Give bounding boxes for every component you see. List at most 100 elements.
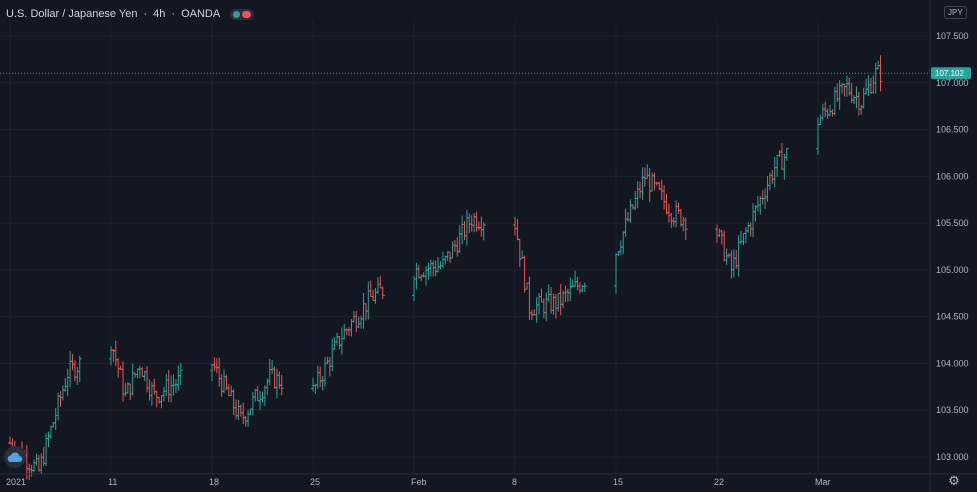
ohlc-bar [214,358,219,374]
ohlc-bar [575,276,580,291]
ohlc-bar [147,379,152,401]
ohlc-bar [635,181,640,209]
ohlc-bar [816,117,820,155]
ohlc-bar [34,453,39,466]
ohlc-bar [433,260,438,277]
ohlc-bar [270,360,275,375]
ohlc-bar [522,255,527,293]
symbol-legend[interactable]: U.S. Dollar / Japanese Yen · 4h · OANDA [6,6,255,22]
x-tick-label: Mar [815,477,831,487]
ohlc-bar [332,336,337,350]
last-price-badge [931,67,971,80]
ohlc-bar [424,266,429,286]
ohlc-bar [279,374,284,396]
ohlc-bar [36,454,41,472]
ohlc-bar [154,390,159,408]
ohlc-bar [772,157,777,188]
ohlc-bar [70,354,75,371]
ohlc-bar [565,288,570,302]
ohlc-bar [460,215,465,245]
ohlc-bar [330,338,335,372]
ohlc-bar [760,190,765,205]
ohlc-bar [178,363,183,386]
ohlc-bar [818,114,823,126]
ohlc-bar [775,154,780,177]
ohlc-bar [662,185,667,210]
ohlc-bar [159,395,164,409]
ohlc-bar [558,284,563,316]
market-status-pill[interactable] [230,8,255,20]
x-tick-label: 2021 [6,477,26,487]
ohlc-bar [318,366,323,388]
ohlc-bar [428,259,433,277]
ohlc-bar [344,328,349,336]
exchange-label: OANDA [181,8,221,20]
ohlc-bar [868,77,873,95]
ohlc-bar [152,378,157,395]
currency-badge[interactable]: JPY [944,6,967,19]
gear-icon[interactable]: ⚙ [948,473,960,488]
y-tick-label: 105.500 [936,218,969,228]
ohlc-bar [457,225,462,253]
ohlc-bar [474,211,479,232]
ohlc-bar [743,227,748,244]
ohlc-bar [140,367,145,377]
ohlc-bar [556,292,561,312]
ohlc-bar [479,216,484,237]
ohlc-bar [123,383,128,397]
ohlc-bar [337,336,342,350]
ohlc-bar [431,260,436,277]
ohlc-bar [534,296,539,323]
time-axis[interactable]: 2021 11 18 25 Feb 8 15 22 Mar [0,473,977,487]
ohlc-bar [53,407,58,431]
ohlc-bar [481,222,486,241]
ohlc-bar [231,389,236,416]
ohlc-bar [359,315,364,329]
ohlc-bar [580,284,585,293]
ohlc-bar [412,276,416,301]
ohlc-bar [751,203,756,238]
interval-label: 4h [153,8,166,20]
ohlc-bar [274,368,279,399]
ohlc-bar [63,378,68,392]
ohlc-bar [75,366,80,385]
ohlc-bar [450,241,455,259]
ohlc-bar [133,372,138,378]
ohlc-bar [229,385,234,397]
x-tick-label: 8 [512,477,517,487]
x-tick-label: 11 [108,477,117,487]
ohlc-bar [784,147,789,161]
y-tick-label: 104.500 [936,312,969,322]
ohlc-bar [763,188,768,209]
chart-grid [0,20,930,474]
ohlc-bar [842,83,847,97]
ohlc-bar [659,179,664,201]
ohlc-bar [739,230,744,245]
ohlc-bar [267,358,272,386]
market-open-dot-icon [233,10,241,18]
ohlc-bar [46,431,51,448]
y-tick-label: 106.000 [936,171,969,181]
ohlc-bar [722,230,727,262]
ohlc-bar [568,277,573,302]
last-price-marker: 107.102 [0,67,971,80]
ohlc-bar [368,280,373,298]
ohlc-bar [248,408,253,415]
y-tick-label: 107.000 [936,78,969,88]
ohlc-bar [39,453,44,474]
ohlc-bar [277,371,282,389]
ohlc-bar [724,248,729,265]
cloud-icon[interactable] [4,446,26,468]
ohlc-bar [630,204,635,210]
ohlc-bar [517,238,522,268]
price-axis[interactable]: 103.000 103.500 104.000 104.500 105.000 105.5… [929,0,969,492]
ohlc-bar [731,249,736,278]
ohlc-bar [217,357,222,387]
ohlc-bar [652,172,657,191]
ohlc-bar [373,287,378,304]
ohlc-bar [876,60,881,70]
x-tick-label: 18 [209,477,219,487]
ohlc-bar [222,369,227,394]
ohlc-bar [455,236,460,257]
